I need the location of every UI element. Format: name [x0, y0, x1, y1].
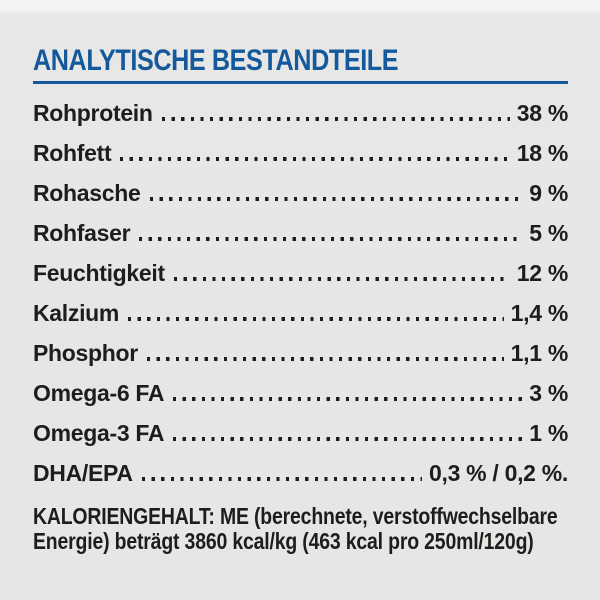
section-title: ANALYTISCHE BESTANDTEILE — [33, 44, 399, 77]
nutrient-value: 1,1 % — [510, 339, 569, 366]
dot-leader — [146, 357, 504, 361]
nutrient-value: 1,4 % — [510, 299, 569, 326]
nutrient-table: Rohprotein 38 % Rohfett 18 % Rohasche 9 … — [33, 93, 568, 493]
calorie-note: KALORIENGEHALT: ME (berechnete, verstoff… — [33, 502, 558, 554]
table-row: Feuchtigkeit 12 % — [33, 253, 568, 293]
table-row: Kalzium 1,4 % — [33, 293, 568, 333]
dot-leader — [173, 437, 523, 441]
nutrient-label: Rohprotein — [33, 99, 153, 126]
dot-leader — [149, 197, 523, 201]
nutrient-value: 5 % — [529, 219, 568, 246]
table-row: Rohasche 9 % — [33, 173, 568, 213]
title-underline — [33, 81, 568, 84]
nutrient-value: 38 % — [516, 99, 569, 126]
table-row: Rohprotein 38 % — [33, 93, 568, 133]
table-row: DHA/EPA 0,3 % / 0,2 %. — [33, 453, 568, 493]
nutrient-value: 9 % — [529, 179, 568, 206]
dot-leader — [173, 397, 523, 401]
nutrient-label: Phosphor — [33, 339, 138, 366]
nutrient-label: Rohfaser — [33, 219, 131, 246]
dot-leader — [173, 277, 510, 281]
nutrient-value: 1 % — [529, 419, 568, 446]
nutrient-label: DHA/EPA — [33, 459, 133, 486]
nutrient-value: 0,3 % / 0,2 %. — [429, 459, 568, 486]
nutrient-label: Omega-3 FA — [33, 419, 165, 446]
nutrient-label: Rohfett — [33, 139, 112, 166]
dot-leader — [128, 317, 504, 321]
nutrient-label: Kalzium — [33, 299, 120, 326]
nutrient-label: Omega-6 FA — [33, 379, 165, 406]
dot-leader — [120, 157, 510, 161]
nutrient-label: Feuchtigkeit — [33, 259, 165, 286]
dot-leader — [139, 237, 523, 241]
nutrient-value: 12 % — [516, 259, 569, 286]
dot-leader — [141, 477, 422, 481]
nutrient-value: 18 % — [516, 139, 569, 166]
table-row: Rohfett 18 % — [33, 133, 568, 173]
table-row: Phosphor 1,1 % — [33, 333, 568, 373]
table-row: Omega-6 FA 3 % — [33, 373, 568, 413]
table-row: Omega-3 FA 1 % — [33, 413, 568, 453]
nutrient-value: 3 % — [529, 379, 568, 406]
dot-leader — [161, 117, 510, 121]
nutrient-label: Rohasche — [33, 179, 141, 206]
table-row: Rohfaser 5 % — [33, 213, 568, 253]
